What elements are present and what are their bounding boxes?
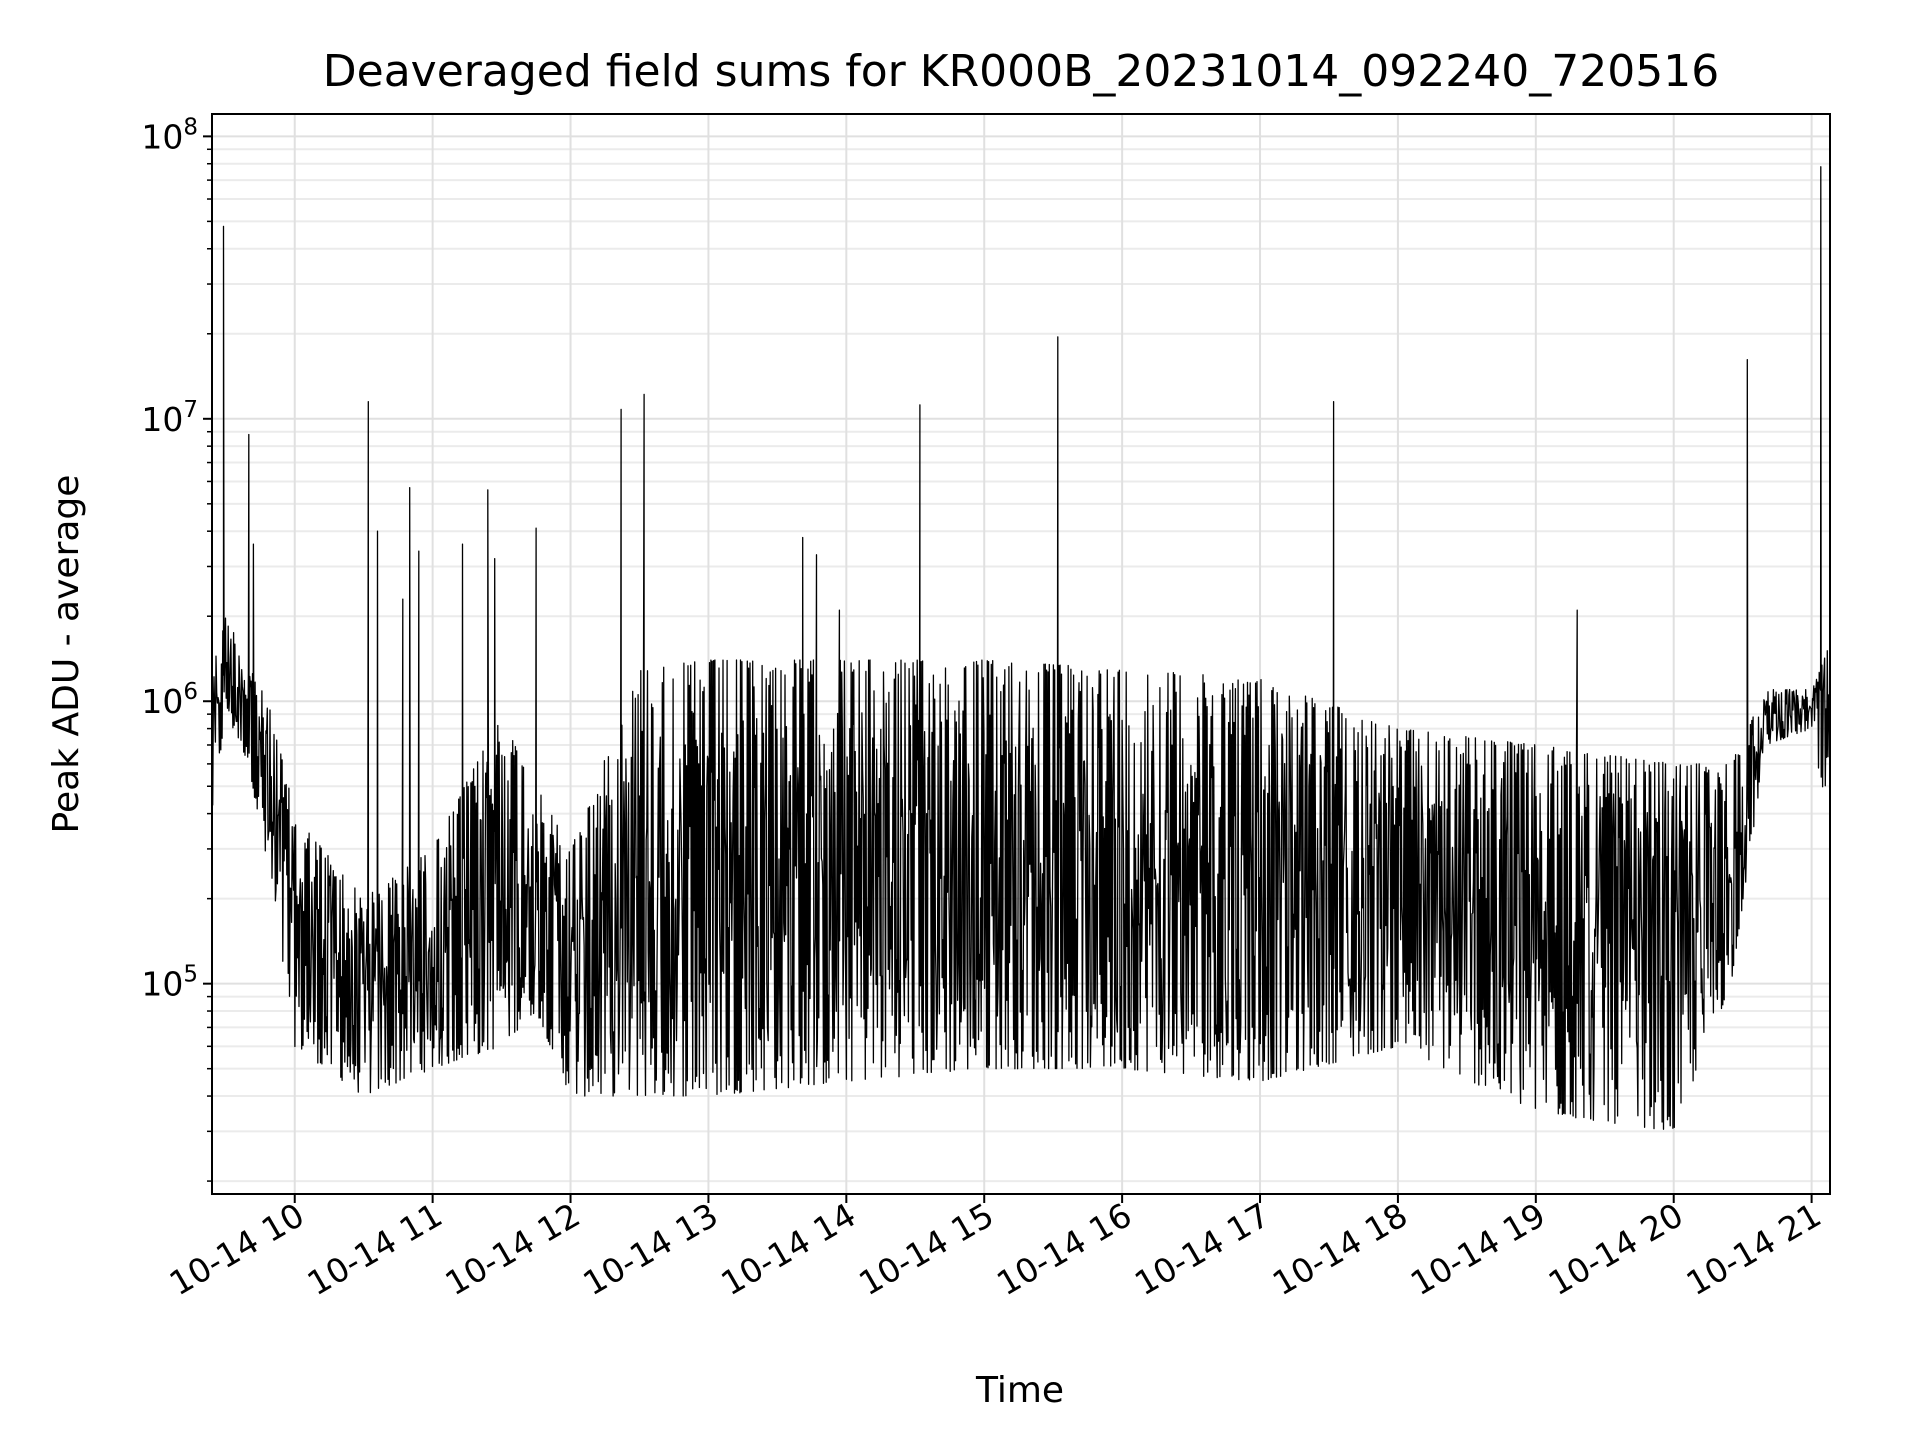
y-tick-label: 106 [141, 679, 198, 721]
x-axis-label: Time [975, 1370, 1064, 1411]
y-tick-label: 105 [141, 962, 198, 1004]
chart-title: Deaveraged field sums for KR000B_2023101… [323, 46, 1719, 97]
series-layer [211, 166, 1831, 1130]
plot-area-frame [211, 113, 1831, 1195]
y-axis-ticks: 105 106 107 108 [141, 114, 212, 1182]
y-tick-label: 108 [141, 114, 198, 156]
y-tick-label: 107 [141, 397, 198, 439]
y-axis-label: Peak ADU - average [46, 475, 87, 834]
series-line [211, 166, 1831, 1130]
